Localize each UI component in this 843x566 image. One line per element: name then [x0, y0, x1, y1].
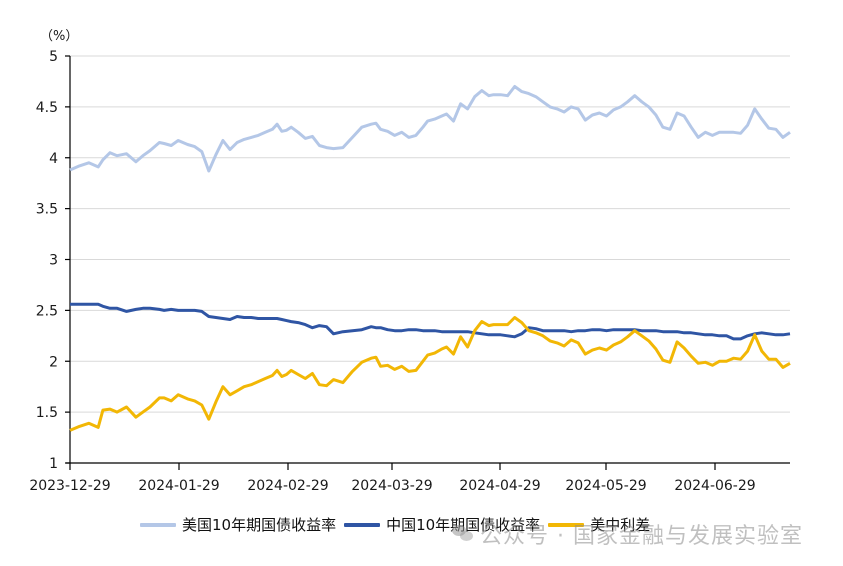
- legend-item-spread: 美中利差: [548, 514, 650, 535]
- series-lines: [69, 85, 791, 432]
- y-axis-ticks: 1 1.5 2 2.5 3 3.5 4 4.5 5: [36, 49, 70, 472]
- y-tick-label: 4: [49, 151, 58, 167]
- legend-label-us: 美国10年期国债收益率: [182, 516, 337, 534]
- watermark: 公众号 · 国家金融与发展实验室: [452, 518, 803, 550]
- y-tick-label: 1: [49, 456, 58, 472]
- series-line-spread: [69, 316, 791, 432]
- x-tick-label: 2024-06-29: [674, 478, 755, 494]
- y-tick-label: 2.5: [36, 303, 58, 319]
- x-tick-label: 2024-05-29: [565, 478, 646, 494]
- y-tick-label: 5: [49, 49, 58, 65]
- x-tick-label: 2024-03-29: [351, 478, 432, 494]
- y-tick-label: 3.5: [36, 202, 58, 218]
- y-tick-label: 4.5: [36, 100, 58, 116]
- y-tick-label: 3: [49, 253, 58, 269]
- x-tick-label: 2024-02-29: [247, 478, 328, 494]
- legend-item-cn-yield: 中国10年期国债收益率: [344, 514, 540, 535]
- watermark-text: 公众号 · 国家金融与发展实验室: [480, 524, 803, 549]
- x-tick-label: 2024-01-29: [138, 478, 219, 494]
- gridlines: [70, 55, 790, 413]
- y-tick-label: 1.5: [36, 405, 58, 421]
- wechat-icon: [452, 525, 474, 543]
- y-axis-unit-label: （%）: [40, 29, 78, 44]
- legend-item-us-yield: 美国10年期国债收益率: [140, 514, 336, 535]
- legend-swatch-spread: [548, 522, 585, 527]
- legend-swatch-cn: [344, 522, 381, 527]
- legend: 美国10年期国债收益率 中国10年期国债收益率 美中利差: [140, 514, 658, 535]
- series-line-cn-yield: [70, 302, 791, 341]
- x-tick-label: 2023-12-29: [29, 478, 110, 494]
- y-tick-label: 2: [49, 354, 58, 370]
- x-tick-label: 2024-04-29: [459, 478, 540, 494]
- legend-label-cn: 中国10年期国债收益率: [386, 516, 541, 534]
- series-line-us-yield: [69, 85, 791, 173]
- x-axis-ticks: 2023-12-29 2024-01-29 2024-02-29 2024-03-29…: [29, 463, 756, 494]
- legend-label-spread: 美中利差: [590, 516, 651, 534]
- legend-swatch-us: [140, 522, 176, 527]
